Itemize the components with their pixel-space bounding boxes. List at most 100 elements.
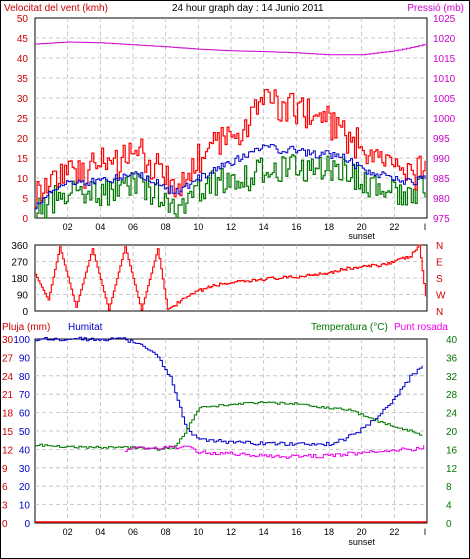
rain-axis-label: Pluja (mm)	[2, 322, 50, 333]
direction-y-tick-label: 360	[11, 241, 28, 252]
wind-axis-label: Velocitat del vent (kmh)	[4, 3, 108, 14]
wind-y-tick-label: 30	[17, 94, 29, 105]
temp-x-tick-label: 16	[291, 527, 301, 537]
dewpoint-axis-label: Punt rosada	[394, 322, 448, 333]
humidity-y-tick-label: 0	[24, 519, 30, 530]
pressure-y-tick-label: 975	[433, 214, 450, 225]
rain-y-tick-label: 18	[2, 409, 14, 420]
direction-compass-label: E	[436, 258, 443, 269]
direction-compass-label: N	[436, 307, 443, 318]
wind-x-tick-label: I	[424, 222, 427, 232]
temperature-y-tick-label: 0	[446, 519, 452, 530]
temp-x-tick-label: 04	[95, 527, 105, 537]
temp-x-tick-label: 06	[128, 527, 138, 537]
wind-avg-line	[35, 144, 426, 210]
sunset-label: sunset	[348, 231, 375, 241]
direction-compass-label: W	[436, 291, 446, 302]
temperature-y-tick-label: 20	[446, 427, 458, 438]
rain-y-tick-label: 12	[2, 445, 14, 456]
temperature-y-tick-label: 28	[446, 390, 458, 401]
wind-y-tick-label: 5	[22, 194, 28, 205]
rain-y-tick-label: 3	[2, 501, 8, 512]
direction-y-tick-label: 180	[11, 274, 28, 285]
wind-direction-line	[35, 244, 426, 311]
pressure-y-tick-label: 1025	[433, 14, 456, 25]
temperature-line	[35, 401, 423, 451]
wind-x-tick-label: 08	[161, 222, 171, 232]
wind-x-tick-label: 06	[128, 222, 138, 232]
wind-x-tick-label: 20	[357, 222, 367, 232]
direction-compass-label: S	[436, 274, 443, 285]
humidity-y-tick-label: 60	[19, 409, 31, 420]
temperature-y-tick-label: 4	[446, 501, 452, 512]
rain-y-tick-label: 30	[2, 335, 14, 346]
direction-y-tick-label: 0	[22, 307, 28, 318]
humidity-axis-label: Humitat	[68, 322, 103, 333]
wind-y-tick-label: 10	[17, 174, 29, 185]
humidity-y-tick-label: 100	[13, 335, 30, 346]
temp-x-tick-label: 14	[259, 527, 269, 537]
pressure-y-tick-label: 1005	[433, 94, 456, 105]
temperature-y-tick-label: 16	[446, 445, 458, 456]
pressure-line	[35, 41, 428, 56]
wind-x-tick-label: 14	[259, 222, 269, 232]
temp-x-tick-label: 22	[389, 527, 399, 537]
humidity-y-tick-label: 30	[19, 464, 31, 475]
temperature-y-tick-label: 8	[446, 482, 452, 493]
temp-x-tick-label: 02	[63, 527, 73, 537]
humidity-line	[35, 336, 423, 447]
pressure-y-tick-label: 995	[433, 134, 450, 145]
rain-y-tick-label: 6	[2, 482, 8, 493]
humidity-y-tick-label: 80	[19, 372, 31, 383]
wind-y-tick-label: 20	[17, 134, 29, 145]
pressure-y-tick-label: 1000	[433, 114, 456, 125]
temp-x-tick-label: 20	[357, 527, 367, 537]
temp-x-tick-label: 18	[324, 527, 334, 537]
humidity-y-tick-label: 70	[19, 390, 31, 401]
wind-x-tick-label: 10	[193, 222, 203, 232]
humidity-y-tick-label: 50	[19, 427, 31, 438]
rain-y-tick-label: 24	[2, 372, 14, 383]
wind-y-tick-label: 25	[17, 114, 29, 125]
rain-y-tick-label: 27	[2, 353, 14, 364]
wind-x-tick-label: 12	[226, 222, 236, 232]
pressure-y-tick-label: 980	[433, 194, 450, 205]
wind-y-tick-label: 40	[17, 54, 29, 65]
wind-x-tick-label: 18	[324, 222, 334, 232]
humidity-y-tick-label: 90	[19, 353, 31, 364]
wind-x-tick-label: 04	[95, 222, 105, 232]
temp-x-tick-label: 08	[161, 527, 171, 537]
temp-x-tick-label: I	[424, 527, 427, 537]
humidity-y-tick-label: 40	[19, 445, 31, 456]
temperature-y-tick-label: 32	[446, 372, 458, 383]
rain-y-tick-label: 21	[2, 390, 14, 401]
wind-y-tick-label: 15	[17, 154, 29, 165]
wind-min-line	[35, 154, 426, 219]
wind-x-tick-label: 16	[291, 222, 301, 232]
temp-x-tick-label: 10	[193, 527, 203, 537]
pressure-y-tick-label: 985	[433, 174, 450, 185]
sunset-label: sunset	[348, 537, 375, 547]
pressure-y-tick-label: 1020	[433, 34, 456, 45]
rain-y-tick-label: 9	[2, 464, 8, 475]
temperature-y-tick-label: 40	[446, 335, 458, 346]
temperature-axis-label: Temperatura (°C)	[311, 322, 388, 333]
direction-y-tick-label: 270	[11, 258, 28, 269]
pressure-y-tick-label: 1015	[433, 54, 456, 65]
temperature-y-tick-label: 12	[446, 464, 458, 475]
temp-x-tick-label: 12	[226, 527, 236, 537]
pressure-y-tick-label: 990	[433, 154, 450, 165]
pressure-axis-label: Pressió (mb)	[407, 3, 464, 14]
wind-gust-line	[35, 89, 426, 209]
pressure-y-tick-label: 1010	[433, 74, 456, 85]
wind-y-tick-label: 45	[17, 34, 29, 45]
wind-y-tick-label: 35	[17, 74, 29, 85]
rain-y-tick-label: 15	[2, 427, 14, 438]
wind-x-tick-label: 22	[389, 222, 399, 232]
direction-compass-label: N	[436, 241, 443, 252]
rain-y-tick-label: 0	[2, 519, 8, 530]
wind-y-tick-label: 0	[22, 214, 28, 225]
temperature-y-tick-label: 24	[446, 409, 458, 420]
humidity-y-tick-label: 20	[19, 482, 31, 493]
